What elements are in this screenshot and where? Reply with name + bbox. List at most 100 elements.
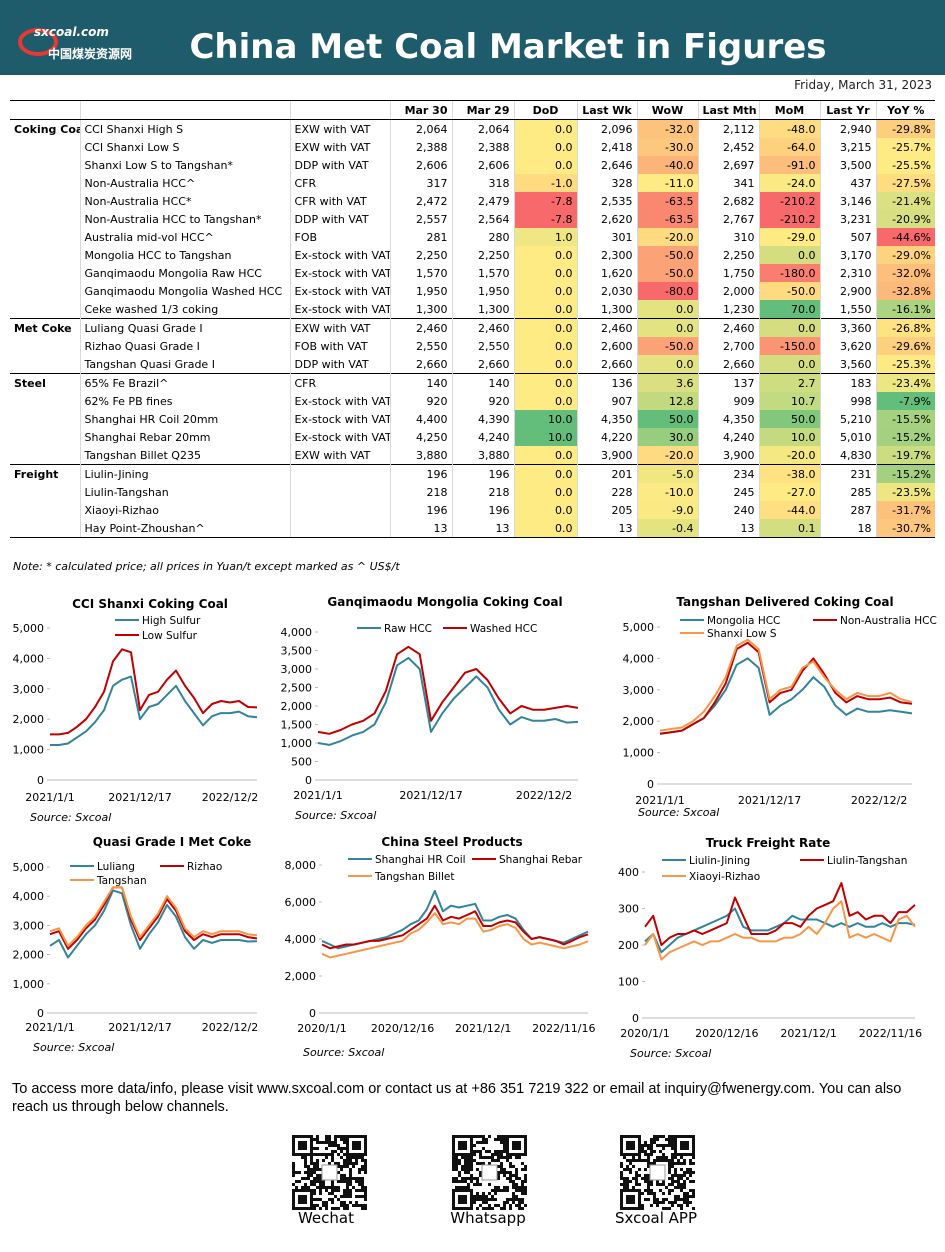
x-tick-label: 2021/12/17 <box>108 1021 171 1034</box>
qr-module <box>629 1135 632 1138</box>
qr-module <box>346 1156 349 1159</box>
qr-module <box>452 1207 455 1210</box>
qr-module <box>352 1156 355 1159</box>
qr-module <box>349 1153 352 1156</box>
qr-module <box>509 1171 512 1174</box>
value-cell: 2,697 <box>697 156 759 174</box>
qr-module <box>500 1156 503 1159</box>
qr-module <box>304 1159 307 1162</box>
value-cell: -210.2 <box>758 192 820 210</box>
qr-module <box>497 1171 500 1174</box>
qr-module <box>626 1144 629 1147</box>
qr-module <box>677 1183 680 1186</box>
qr-module <box>292 1168 295 1171</box>
qr-module <box>458 1171 461 1174</box>
qr-module <box>680 1189 683 1192</box>
value-cell: 281 <box>389 228 452 246</box>
qr-module <box>476 1135 479 1138</box>
x-tick-label: 2021/12/17 <box>108 791 171 804</box>
qr-module <box>479 1141 482 1144</box>
price-basis: EXW with VAT <box>289 138 390 156</box>
qr-module <box>632 1141 635 1144</box>
value-cell: 4,350 <box>576 410 637 428</box>
y-tick-label: 100 <box>618 976 639 989</box>
qr-module <box>455 1180 458 1183</box>
value-cell: 2,064 <box>389 119 452 138</box>
qr-module <box>355 1177 358 1180</box>
qr-module <box>635 1183 638 1186</box>
qr-module <box>361 1156 364 1159</box>
qr-module <box>647 1144 650 1147</box>
qr-module <box>515 1135 518 1138</box>
qr-module <box>656 1180 659 1183</box>
value-cell: 13 <box>576 519 637 538</box>
qr-module <box>455 1177 458 1180</box>
qr-module <box>298 1153 301 1156</box>
qr-module <box>500 1141 503 1144</box>
qr-module <box>470 1195 473 1198</box>
x-tick-label: 2022/12/2 <box>851 794 907 807</box>
qr-module <box>349 1174 352 1177</box>
series-line <box>50 648 258 736</box>
qr-module <box>470 1189 473 1192</box>
column-header: MoM <box>758 100 820 120</box>
qr-module <box>319 1153 322 1156</box>
chart-title: Truck Freight Rate <box>706 836 830 850</box>
qr-module <box>506 1201 509 1204</box>
price-basis: Ex-stock with VAT <box>289 264 390 282</box>
qr-module <box>473 1201 476 1204</box>
qr-module <box>482 1156 485 1159</box>
qr-module <box>325 1207 328 1210</box>
qr-module <box>304 1141 307 1144</box>
qr-module <box>334 1135 337 1138</box>
qr-module <box>659 1159 662 1162</box>
value-cell: 0.0 <box>758 318 820 337</box>
qr-module <box>334 1195 337 1198</box>
price-basis: EXW with VAT <box>289 446 390 465</box>
qr-module <box>671 1177 674 1180</box>
qr-module <box>629 1207 632 1210</box>
qr-module <box>337 1171 340 1174</box>
report-date: Friday, March 31, 2023 <box>794 78 932 92</box>
qr-module <box>623 1180 626 1183</box>
qr-module <box>689 1153 692 1156</box>
group-cell <box>10 282 80 300</box>
qr-module <box>500 1168 503 1171</box>
qr-module <box>310 1141 313 1144</box>
qr-module <box>656 1138 659 1141</box>
qr-module <box>509 1198 512 1201</box>
qr-module <box>689 1135 692 1138</box>
y-tick-label: 5,000 <box>13 622 45 635</box>
qr-module <box>452 1156 455 1159</box>
qr-module <box>476 1162 479 1165</box>
qr-module <box>653 1192 656 1195</box>
qr-module <box>638 1183 641 1186</box>
value-cell: 3,900 <box>576 446 637 465</box>
value-cell: 1,300 <box>451 300 514 319</box>
qr-module <box>325 1141 328 1144</box>
qr-module <box>452 1177 455 1180</box>
qr-module <box>680 1162 683 1165</box>
qr-module <box>488 1204 491 1207</box>
qr-module <box>358 1141 361 1144</box>
qr-module <box>310 1204 313 1207</box>
qr-module <box>659 1156 662 1159</box>
qr-module <box>692 1189 695 1192</box>
y-tick-label: 2,000 <box>13 949 45 962</box>
qr-module <box>668 1144 671 1147</box>
qr-module <box>352 1141 355 1144</box>
series-line <box>659 641 913 735</box>
qr-module <box>337 1147 340 1150</box>
qr-module <box>458 1201 461 1204</box>
qr-module <box>361 1204 364 1207</box>
qr-module <box>500 1162 503 1165</box>
qr-module <box>346 1186 349 1189</box>
qr-module <box>509 1135 512 1138</box>
qr-center <box>321 1164 338 1181</box>
y-tick-label: 4,000 <box>13 890 45 903</box>
qr-module <box>488 1135 491 1138</box>
qr-module <box>524 1180 527 1183</box>
value-cell: 437 <box>819 174 876 192</box>
y-tick-label: 2,000 <box>281 700 313 713</box>
